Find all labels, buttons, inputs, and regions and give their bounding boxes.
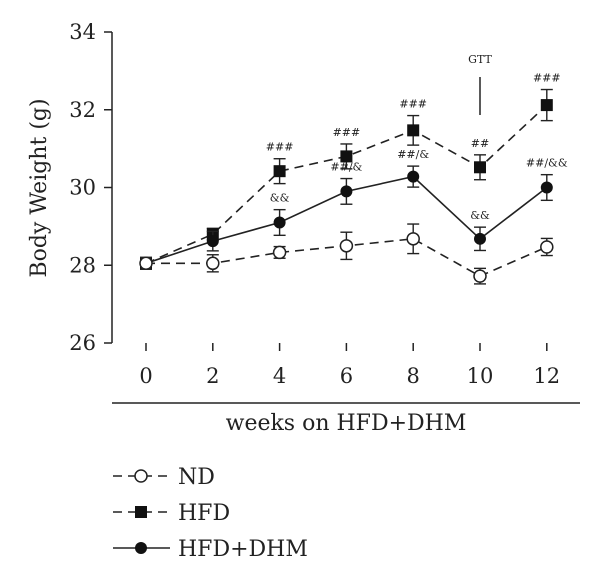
annotation-layer: GTT	[468, 53, 492, 115]
significance-label: ###	[266, 141, 294, 154]
y-tick-label: 30	[69, 176, 96, 200]
legend-label: HFD+DHM	[178, 537, 308, 562]
data-point-nd	[406, 232, 420, 246]
series-layer: ##############&&##/&##/&&&##/&&	[139, 72, 568, 285]
axes: 26 28 30 32 34 0 2 4 6 8 10 12	[69, 20, 580, 404]
data-point-nd	[272, 245, 287, 260]
significance-label: ##/&&	[526, 157, 568, 170]
gtt-label: GTT	[468, 53, 492, 66]
x-tick-label: 4	[273, 364, 286, 388]
legend-item-hfd: HFD	[113, 501, 230, 526]
data-point-nd	[339, 239, 354, 253]
y-axis-title: Body Weight (g)	[27, 98, 52, 277]
series-hfd-dhm: && ##/& ##/& && ##/&&	[140, 148, 568, 270]
x-tick-label: 10	[467, 364, 494, 388]
x-tick-label: 2	[206, 364, 219, 388]
legend-item-nd: ND	[113, 465, 215, 490]
data-point-hfd	[540, 99, 553, 112]
x-axis-title: weeks on HFD+DHM	[226, 411, 467, 436]
data-point-hfd-dhm	[273, 216, 286, 229]
legend: ND HFD HFD+DHM	[113, 465, 308, 562]
y-tick-label: 26	[69, 331, 96, 355]
data-point-nd	[206, 256, 220, 271]
data-point-nd	[540, 240, 554, 254]
significance-label: &&	[470, 209, 490, 222]
y-tick-label: 34	[69, 20, 96, 44]
significance-label: ###	[533, 72, 561, 85]
legend-marker	[135, 542, 147, 554]
significance-label: ##/&	[397, 148, 429, 161]
legend-marker	[135, 506, 147, 518]
legend-label: ND	[178, 465, 215, 490]
data-point-hfd-dhm	[474, 232, 486, 245]
x-tick-label: 12	[533, 364, 560, 388]
data-point-hfd-dhm	[340, 185, 353, 198]
legend-marker	[134, 469, 148, 483]
x-tick-label: 8	[407, 364, 420, 388]
y-tick-label: 28	[69, 253, 96, 277]
significance-label: &&	[270, 192, 290, 205]
series-nd	[139, 223, 554, 285]
y-tick-label: 32	[69, 98, 96, 122]
significance-label: ###	[399, 98, 427, 111]
legend-item-hfd-dhm: HFD+DHM	[113, 537, 308, 562]
legend-label: HFD	[178, 501, 230, 526]
data-point-hfd	[273, 165, 286, 178]
data-point-nd	[473, 269, 487, 283]
significance-label: ###	[333, 126, 361, 139]
data-point-hfd	[340, 150, 353, 163]
data-point-nd	[139, 256, 153, 271]
data-point-hfd-dhm	[407, 170, 420, 183]
data-point-hfd	[474, 161, 486, 174]
data-point-hfd-dhm	[206, 235, 219, 248]
significance-label: ##	[471, 137, 489, 150]
x-tick-label: 0	[139, 364, 152, 388]
significance-label: ##/&	[330, 161, 362, 174]
data-point-hfd-dhm	[540, 181, 553, 194]
x-tick-label: 6	[340, 364, 353, 388]
data-point-hfd	[407, 124, 420, 137]
